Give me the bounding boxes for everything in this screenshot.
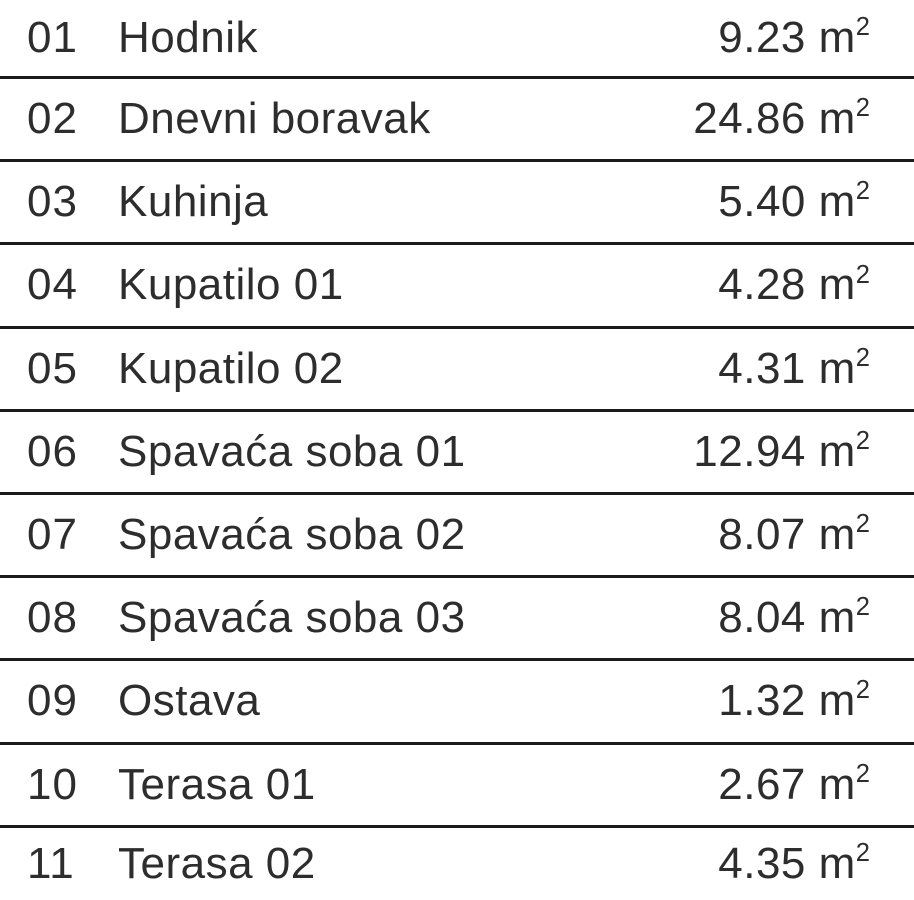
room-area: 4.28 m2 xyxy=(718,260,870,310)
table-row: 07 Spavaća soba 02 8.07 m2 xyxy=(0,491,914,575)
table-row: 05 Kupatilo 02 4.31 m2 xyxy=(0,325,914,409)
room-name: Spavaća soba 02 xyxy=(118,510,466,560)
area-unit: m2 xyxy=(819,344,870,393)
room-number: 02 xyxy=(27,94,78,144)
area-unit-base: m xyxy=(818,676,856,726)
area-unit: m2 xyxy=(819,427,870,476)
area-value: 2.67 xyxy=(718,759,806,809)
room-area: 8.07 m2 xyxy=(718,510,870,560)
room-area: 8.04 m2 xyxy=(718,593,870,643)
room-area: 2.67 m2 xyxy=(718,760,870,810)
room-name: Kupatilo 01 xyxy=(118,260,344,310)
room-name: Kupatilo 02 xyxy=(118,343,344,393)
area-unit: m2 xyxy=(819,593,870,642)
room-name: Spavaća soba 03 xyxy=(118,593,466,643)
area-unit-base: m xyxy=(818,838,856,888)
area-unit-base: m xyxy=(818,343,856,393)
area-value: 12.94 xyxy=(693,426,806,476)
room-name: Kuhinja xyxy=(118,177,269,227)
room-number: 10 xyxy=(27,759,78,809)
room-area: 9.23 m2 xyxy=(718,13,870,63)
room-name: Dnevni boravak xyxy=(118,94,431,144)
area-value: 4.28 xyxy=(718,260,806,310)
room-number: 05 xyxy=(27,343,78,393)
table-row: 03 Kuhinja 5.40 m2 xyxy=(0,159,914,242)
area-unit: m2 xyxy=(819,177,870,226)
area-value: 9.23 xyxy=(718,13,806,62)
area-unit-exponent: 2 xyxy=(855,426,870,455)
area-unit-base: m xyxy=(818,94,856,144)
room-area: 1.32 m2 xyxy=(718,676,870,726)
table-row: 06 Spavaća soba 01 12.94 m2 xyxy=(0,408,914,492)
room-name: Terasa 01 xyxy=(118,759,316,809)
area-unit-base: m xyxy=(818,13,856,62)
area-unit: m2 xyxy=(819,260,870,309)
area-unit-exponent: 2 xyxy=(855,177,870,206)
area-unit-exponent: 2 xyxy=(855,343,870,372)
room-number: 07 xyxy=(27,510,78,560)
area-unit-exponent: 2 xyxy=(855,260,870,289)
area-unit-exponent: 2 xyxy=(855,94,870,123)
area-unit-base: m xyxy=(818,426,856,476)
table-row: 04 Kupatilo 01 4.28 m2 xyxy=(0,242,914,325)
area-unit: m2 xyxy=(819,676,870,725)
room-name: Spavaća soba 01 xyxy=(118,426,466,476)
table-row: 10 Terasa 01 2.67 m2 xyxy=(0,741,914,825)
table-row: 11 Terasa 02 4.35 m2 xyxy=(0,824,914,900)
area-unit: m2 xyxy=(819,760,870,809)
area-unit-exponent: 2 xyxy=(855,759,870,788)
room-area: 4.31 m2 xyxy=(718,344,870,394)
room-number: 01 xyxy=(27,13,78,62)
area-unit: m2 xyxy=(819,13,870,62)
room-number: 09 xyxy=(27,676,78,726)
area-value: 4.35 xyxy=(718,838,806,888)
area-unit-exponent: 2 xyxy=(855,593,870,622)
room-name: Hodnik xyxy=(118,13,258,62)
room-number: 03 xyxy=(27,177,78,227)
area-unit-exponent: 2 xyxy=(855,510,870,539)
area-unit-exponent: 2 xyxy=(855,838,870,867)
room-name: Ostava xyxy=(118,676,261,726)
area-unit-exponent: 2 xyxy=(855,676,870,705)
area-value: 8.04 xyxy=(718,593,806,643)
room-area: 4.35 m2 xyxy=(718,839,870,889)
room-area: 5.40 m2 xyxy=(718,177,870,227)
area-unit-exponent: 2 xyxy=(855,13,870,42)
area-unit-base: m xyxy=(818,510,856,560)
area-unit-base: m xyxy=(818,177,856,227)
room-area: 24.86 m2 xyxy=(693,94,870,144)
area-unit-base: m xyxy=(818,759,856,809)
table-row: 09 Ostava 1.32 m2 xyxy=(0,658,914,741)
room-number: 08 xyxy=(27,593,78,643)
room-area: 12.94 m2 xyxy=(693,427,870,477)
table-row: 01 Hodnik 9.23 m2 xyxy=(0,0,914,76)
area-value: 8.07 xyxy=(718,510,806,560)
area-unit: m2 xyxy=(819,510,870,559)
room-number: 04 xyxy=(27,260,78,310)
room-name: Terasa 02 xyxy=(118,838,316,888)
area-value: 5.40 xyxy=(718,177,806,227)
area-unit: m2 xyxy=(819,839,870,888)
area-unit: m2 xyxy=(819,94,870,143)
room-number: 11 xyxy=(27,838,75,888)
area-value: 24.86 xyxy=(693,94,806,144)
area-value: 4.31 xyxy=(718,343,806,393)
area-unit-base: m xyxy=(818,260,856,310)
room-number: 06 xyxy=(27,426,78,476)
table-row: 08 Spavaća soba 03 8.04 m2 xyxy=(0,575,914,658)
table-row: 02 Dnevni boravak 24.86 m2 xyxy=(0,76,914,159)
area-value: 1.32 xyxy=(718,676,806,726)
area-unit-base: m xyxy=(818,593,856,643)
